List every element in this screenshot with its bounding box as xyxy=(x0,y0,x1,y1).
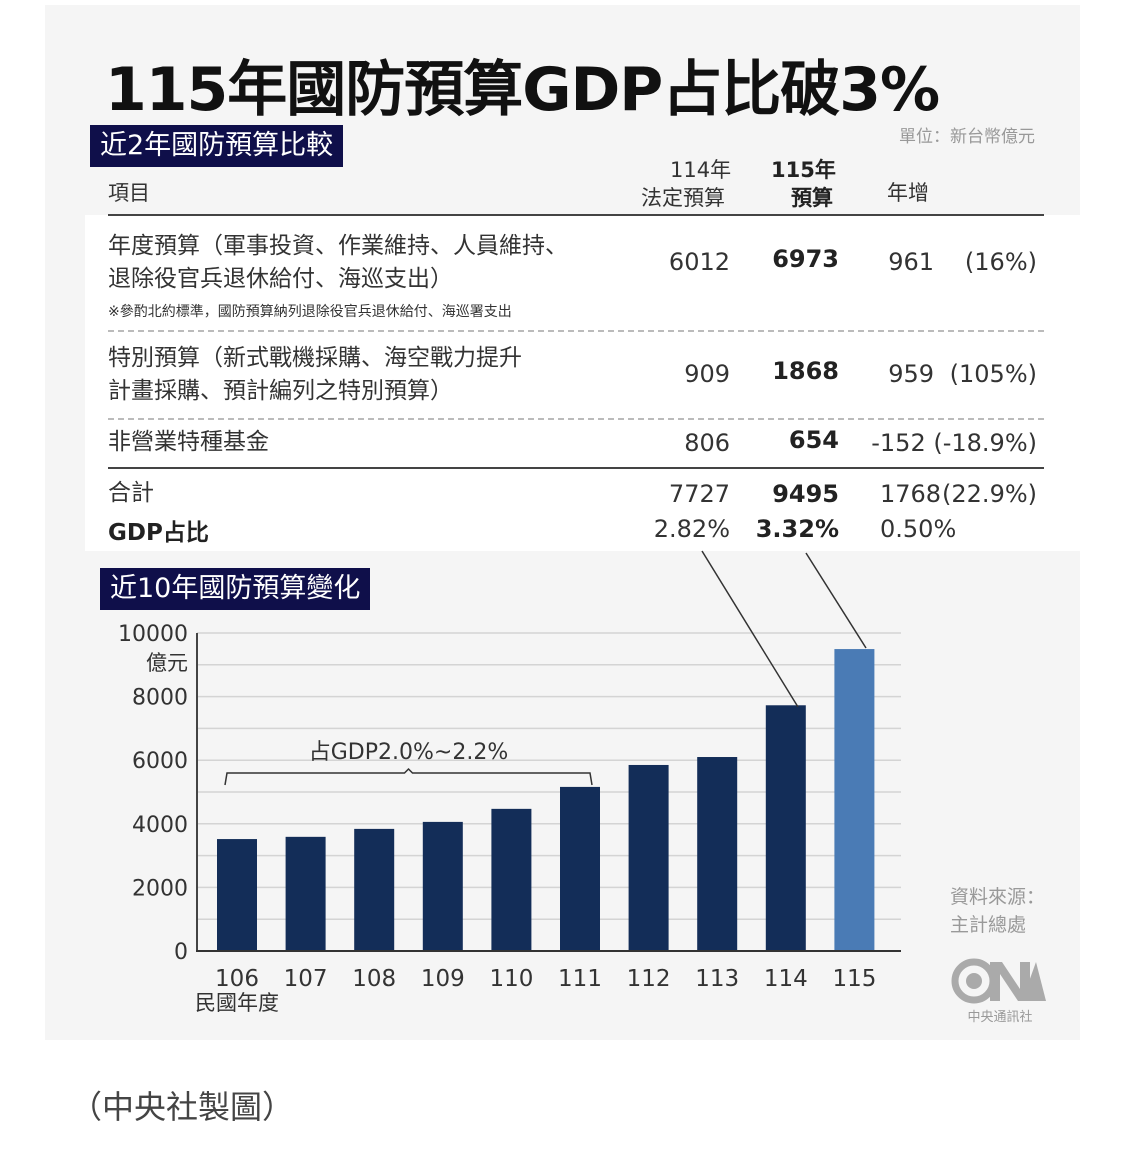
gdp-115: 3.32% xyxy=(755,515,839,543)
x-tick-label: 107 xyxy=(284,966,328,992)
y-tick-label: 0 xyxy=(174,940,188,965)
page-title: 115年國防預算GDP占比破3% xyxy=(105,55,940,125)
header-item: 項目 xyxy=(108,181,150,205)
y-axis-unit: 億元 xyxy=(146,651,188,675)
row1-label-line1: 年度預算（軍事投資、作業維持、人員維持、 xyxy=(108,233,568,259)
bar-111 xyxy=(560,786,600,951)
row1-growth-pct: (16%) xyxy=(964,248,1037,276)
header-114-budget: 法定預算 xyxy=(641,186,725,210)
y-tick-label: 8000 xyxy=(132,686,188,711)
row3-115: 654 xyxy=(788,426,839,454)
row3-label: 非營業特種基金 xyxy=(108,429,269,455)
row2-114: 909 xyxy=(684,360,730,388)
cna-name: 中央通訊社 xyxy=(967,1009,1032,1025)
y-tick-label: 6000 xyxy=(132,749,188,774)
header-divider xyxy=(108,214,1044,216)
total-114: 7727 xyxy=(668,480,730,508)
bar-109 xyxy=(422,821,463,951)
bracket-annotation: 占GDP2.0%~2.2% xyxy=(309,740,508,765)
bar-113 xyxy=(697,757,738,951)
y-tick-label: 2000 xyxy=(132,876,188,901)
bar-114 xyxy=(765,705,806,951)
section-badge-trend: 近10年國防預算變化 xyxy=(100,568,371,610)
x-axis-ticks: 106 107 108 109 110 111 112 113 114 115 xyxy=(215,966,876,992)
cna-logo-icon: 中央通訊社 xyxy=(951,958,1046,1025)
row2-115: 1868 xyxy=(772,357,839,385)
total-divider xyxy=(108,467,1044,469)
x-tick-label: 110 xyxy=(489,966,533,992)
row-divider xyxy=(108,330,1044,332)
bar-107 xyxy=(285,836,326,951)
row3-growth-value: -152 xyxy=(871,429,926,457)
row1-115: 6973 xyxy=(772,245,839,273)
row-divider xyxy=(108,418,1044,420)
connector-115 xyxy=(805,552,867,649)
row1-114: 6012 xyxy=(668,248,730,276)
x-tick-label: 109 xyxy=(421,966,465,992)
comparison-table xyxy=(85,215,1085,551)
header-growth: 年增 xyxy=(887,181,929,205)
bar-108 xyxy=(354,828,395,951)
row1-label-line2: 退除役官兵退休給付、海巡支出） xyxy=(108,266,453,292)
chart-bars xyxy=(217,649,875,951)
y-tick-label: 4000 xyxy=(132,813,188,838)
gdp-range-bracket: 占GDP2.0%~2.2% xyxy=(224,740,593,786)
row3-growth-pct: (-18.9%) xyxy=(933,429,1037,457)
x-tick-label: 106 xyxy=(215,966,259,992)
bracket-line xyxy=(224,767,593,786)
row3-growth: -152 (-18.9%) xyxy=(871,429,1037,457)
bar-106 xyxy=(217,839,257,951)
cna-logo: 中央通訊社 xyxy=(950,957,1050,1027)
x-tick-label: 108 xyxy=(352,966,396,992)
row2-growth: 959 xyxy=(888,360,934,388)
x-tick-label: 114 xyxy=(764,966,808,992)
row1-note: ※參酌北約標準，國防預算納列退除役官兵退休給付、海巡署支出 xyxy=(108,304,512,320)
infographic-card: 115年國防預算GDP占比破3% 近2年國防預算比較 單位：新台幣億元 項目 1… xyxy=(45,5,1085,1040)
row1-growth: 961 xyxy=(888,248,934,276)
budget-bar-chart: 0 2000 4000 6000 8000 10000 106 107 108 109 110 11… xyxy=(118,550,901,1015)
section-badge-comparison: 近2年國防預算比較 xyxy=(90,125,344,167)
header-115-year: 115年 xyxy=(771,158,836,182)
gdp-growth: 0.50% xyxy=(880,515,957,543)
x-axis-label: 民國年度 xyxy=(195,991,279,1015)
header-115-budget: 預算 xyxy=(791,186,833,210)
total-115: 9495 xyxy=(772,480,839,508)
unit-label: 單位：新台幣億元 xyxy=(899,127,1035,147)
row2-growth-pct: (105%) xyxy=(949,360,1037,388)
total-label: 合計 xyxy=(108,480,154,506)
header-114-year: 114年 xyxy=(670,158,732,182)
y-axis-ticks: 0 2000 4000 6000 8000 10000 xyxy=(118,622,188,965)
connector-114 xyxy=(701,550,799,708)
source-value: 主計總處 xyxy=(950,914,1027,936)
gdp-label: GDP占比 xyxy=(108,520,209,546)
x-tick-label: 115 xyxy=(832,966,876,992)
x-tick-label: 113 xyxy=(695,966,739,992)
row3-114: 806 xyxy=(684,429,730,457)
x-tick-label: 112 xyxy=(627,966,671,992)
source-note: 資料來源： 主計總處 xyxy=(950,883,1045,939)
gdp-114: 2.82% xyxy=(653,515,730,543)
row2-label-line1: 特別預算（新式戰機採購、海空戰力提升 xyxy=(108,345,522,371)
total-growth: 1768 xyxy=(880,480,942,508)
bar-112 xyxy=(628,764,669,951)
bar-110 xyxy=(491,808,532,951)
row2-label-line2: 計畫採購、預計編列之特別預算） xyxy=(108,378,453,404)
figure-caption: （中央社製圖） xyxy=(70,1088,295,1126)
bar-115 xyxy=(834,649,875,951)
y-tick-label: 10000 xyxy=(118,622,188,647)
x-tick-label: 111 xyxy=(558,966,602,992)
source-label: 資料來源： xyxy=(950,886,1046,908)
total-growth-pct: (22.9%) xyxy=(942,480,1037,508)
